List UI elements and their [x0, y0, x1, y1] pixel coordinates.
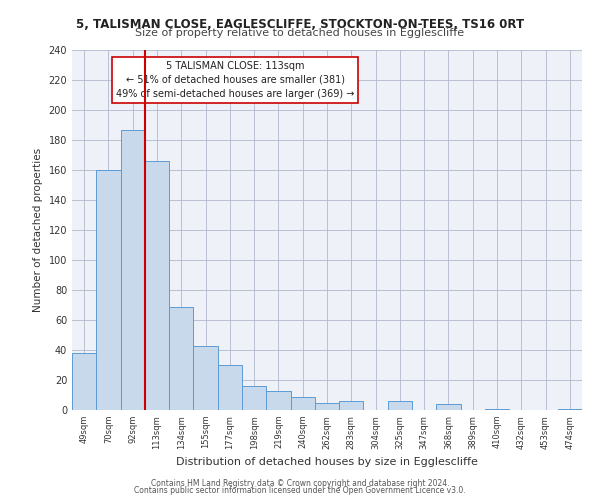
- Text: 5, TALISMAN CLOSE, EAGLESCLIFFE, STOCKTON-ON-TEES, TS16 0RT: 5, TALISMAN CLOSE, EAGLESCLIFFE, STOCKTO…: [76, 18, 524, 30]
- Bar: [72, 353, 96, 410]
- Bar: [290, 396, 315, 410]
- X-axis label: Distribution of detached houses by size in Egglescliffe: Distribution of detached houses by size …: [176, 457, 478, 467]
- Bar: [145, 161, 169, 410]
- Text: Size of property relative to detached houses in Egglescliffe: Size of property relative to detached ho…: [136, 28, 464, 38]
- Bar: [485, 408, 509, 410]
- Text: Contains public sector information licensed under the Open Government Licence v3: Contains public sector information licen…: [134, 486, 466, 495]
- Bar: [558, 408, 582, 410]
- Bar: [339, 401, 364, 410]
- Bar: [193, 346, 218, 410]
- Bar: [218, 365, 242, 410]
- Text: Contains HM Land Registry data © Crown copyright and database right 2024.: Contains HM Land Registry data © Crown c…: [151, 478, 449, 488]
- Bar: [121, 130, 145, 410]
- Text: 5 TALISMAN CLOSE: 113sqm
← 51% of detached houses are smaller (381)
49% of semi-: 5 TALISMAN CLOSE: 113sqm ← 51% of detach…: [116, 61, 355, 99]
- Bar: [436, 404, 461, 410]
- Bar: [315, 402, 339, 410]
- Bar: [96, 170, 121, 410]
- Bar: [266, 390, 290, 410]
- Y-axis label: Number of detached properties: Number of detached properties: [33, 148, 43, 312]
- Bar: [169, 306, 193, 410]
- Bar: [388, 401, 412, 410]
- Bar: [242, 386, 266, 410]
